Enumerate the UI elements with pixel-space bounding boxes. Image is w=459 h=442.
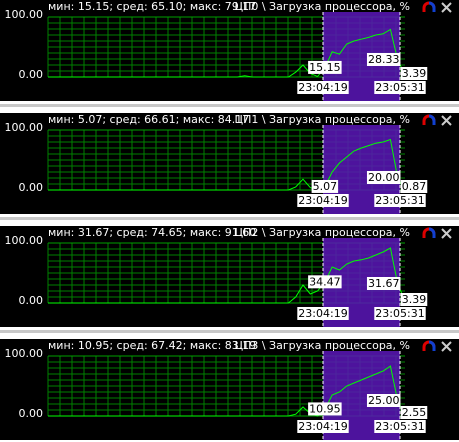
close-icon: [441, 115, 452, 126]
end-time-box: 23:05:31: [374, 194, 426, 207]
label-bg: [400, 406, 428, 419]
close-icon: [441, 341, 452, 352]
value-label-box: 28.33: [366, 53, 401, 67]
value-label: 15.15: [309, 61, 341, 74]
value-label-box: 31.67: [366, 276, 401, 290]
end-time: 23:05:31: [375, 420, 424, 433]
end-time-box: 23:05:31: [374, 81, 426, 94]
counter-title: ЦП0 \ Загрузка процессора, %: [235, 0, 410, 13]
value-label-box: 5.07: [311, 179, 339, 193]
label-bg: [366, 394, 401, 407]
value-label-box: 3.39: [400, 67, 428, 80]
label-bg: [297, 194, 349, 207]
label-bg: [297, 420, 349, 433]
separator: [0, 104, 459, 107]
start-time-box: 23:04:19: [297, 81, 349, 94]
start-time: 23:04:19: [298, 81, 347, 94]
close-icon: [441, 2, 452, 13]
label-bg: [374, 307, 426, 320]
stats: мин: 15.15; сред: 65.10; макс: 79.17: [48, 0, 256, 13]
value-label: 2.55: [402, 406, 427, 419]
value-label: 31.67: [368, 277, 400, 290]
label-bg: [366, 276, 401, 290]
y-tick-label: 100.00: [5, 121, 44, 134]
label-bg: [297, 307, 349, 320]
magnet-icon-half: [428, 227, 436, 238]
value-label: 3.39: [402, 293, 427, 306]
cpu-line: [48, 247, 406, 304]
value-label-box: 0.87: [400, 180, 428, 193]
y-tick-label: 100.00: [5, 8, 44, 21]
magnet-icon-half: [428, 1, 436, 12]
value-label: 0.87: [402, 180, 427, 193]
magnet-icon-half: [428, 340, 436, 351]
value-label-box: 2.55: [400, 406, 428, 419]
y-tick-label: 0.00: [19, 294, 44, 307]
separator: [0, 217, 459, 220]
value-label: 5.07: [313, 180, 338, 193]
label-bg: [308, 275, 342, 289]
start-time-box: 23:04:19: [297, 307, 349, 320]
value-label: 10.95: [309, 402, 341, 415]
label-bg: [311, 179, 339, 193]
separator: [0, 330, 459, 333]
counter-title: ЦП3 \ Загрузка процессора, %: [235, 339, 410, 352]
close-icon: [441, 228, 452, 239]
value-label-box: 3.39: [400, 293, 428, 306]
label-bg: [366, 53, 401, 67]
cpu-line: [48, 28, 406, 78]
label-bg: [400, 293, 428, 306]
value-label-box: 15.15: [308, 60, 342, 74]
label-bg: [400, 180, 428, 193]
start-time-box: 23:04:19: [297, 420, 349, 433]
value-label-box: 25.00: [366, 394, 401, 407]
end-time: 23:05:31: [375, 81, 424, 94]
value-label: 3.39: [402, 67, 427, 80]
start-time: 23:04:19: [298, 307, 347, 320]
y-tick-label: 0.00: [19, 68, 44, 81]
y-tick-label: 0.00: [19, 407, 44, 420]
end-time: 23:05:31: [375, 307, 424, 320]
value-label-box: 20.00: [366, 171, 401, 184]
counter-title: ЦП1 \ Загрузка процессора, %: [235, 113, 410, 126]
y-tick-label: 0.00: [19, 181, 44, 194]
label-bg: [366, 171, 401, 184]
label-bg: [308, 402, 342, 416]
stats: мин: 10.95; сред: 67.42; макс: 83.19: [48, 339, 256, 352]
label-bg: [297, 81, 349, 94]
label-bg: [374, 420, 426, 433]
value-label: 20.00: [368, 171, 400, 184]
label-bg: [374, 194, 426, 207]
start-time-box: 23:04:19: [297, 194, 349, 207]
y-tick-label: 100.00: [5, 234, 44, 247]
end-time-box: 23:05:31: [374, 420, 426, 433]
cpu-line: [48, 138, 406, 191]
label-bg: [374, 81, 426, 94]
label-bg: [400, 67, 428, 80]
start-time: 23:04:19: [298, 194, 347, 207]
stats: мин: 5.07; сред: 66.61; макс: 84.17: [48, 113, 249, 126]
y-tick-label: 100.00: [5, 347, 44, 360]
start-time: 23:04:19: [298, 420, 347, 433]
end-time-box: 23:05:31: [374, 307, 426, 320]
value-label: 34.47: [309, 275, 341, 288]
label-bg: [308, 60, 342, 74]
value-label: 25.00: [368, 394, 400, 407]
end-time: 23:05:31: [375, 194, 424, 207]
value-label: 28.33: [368, 53, 400, 66]
stats: мин: 31.67; сред: 74.65; макс: 91.60: [48, 226, 256, 239]
magnet-icon-half: [428, 114, 436, 125]
value-label-box: 10.95: [308, 402, 342, 416]
counter-title: ЦП2 \ Загрузка процессора, %: [235, 226, 410, 239]
cpu-line: [48, 365, 406, 417]
value-label-box: 34.47: [308, 275, 342, 289]
